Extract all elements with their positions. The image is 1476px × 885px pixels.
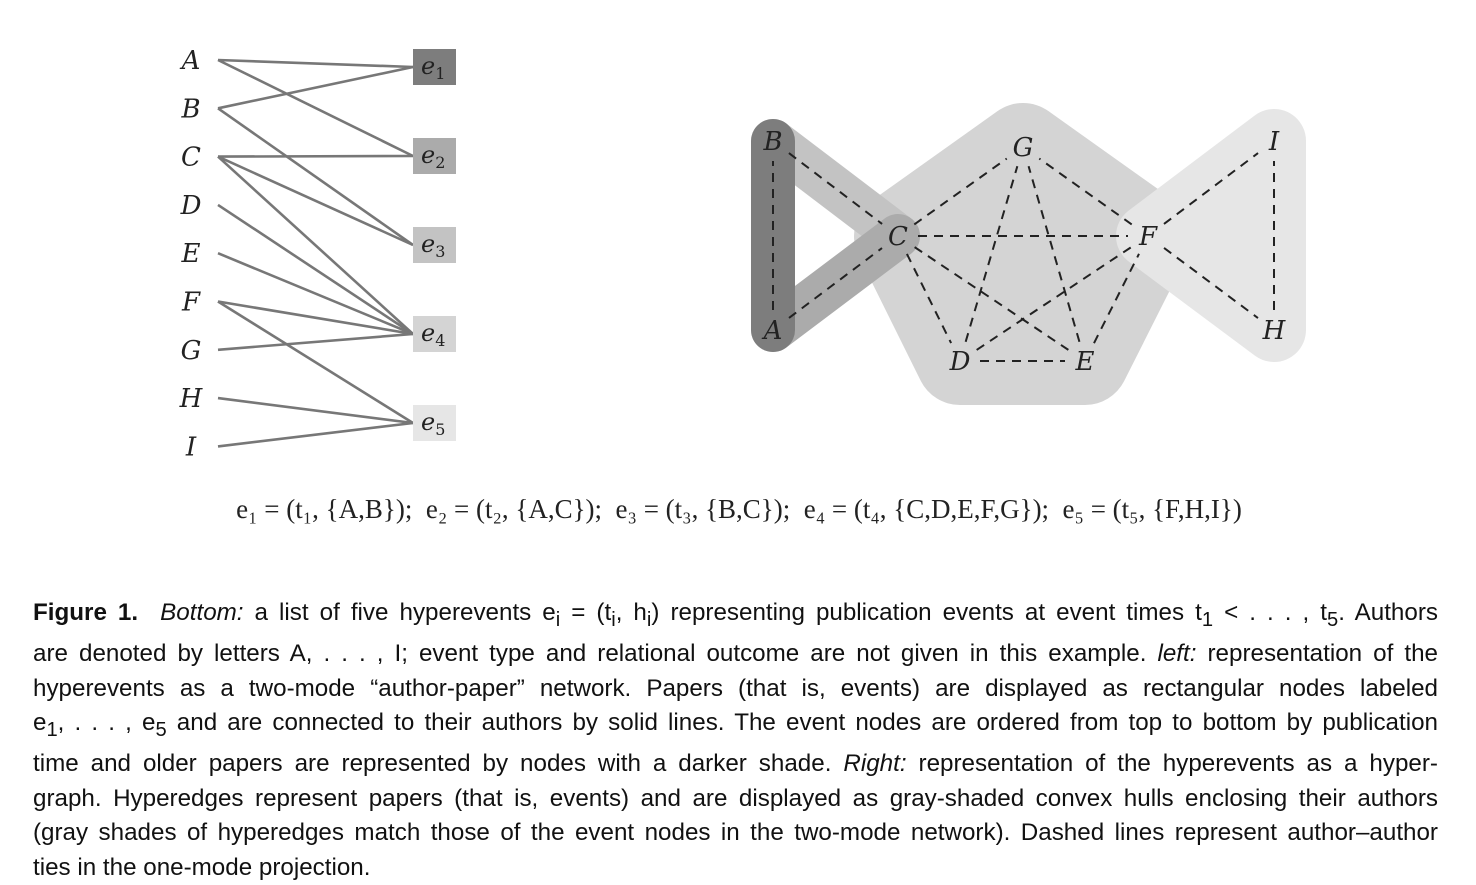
caption-left-label: left: (1157, 640, 1197, 668)
event-node (413, 227, 456, 263)
caption-text: graph. Hyperedges represent papers (that… (33, 784, 1438, 812)
event-node (413, 405, 456, 441)
caption-text: are denoted by letters A, . . . , I; eve… (33, 640, 1158, 668)
author-label: A (180, 46, 201, 76)
caption-subscript: 1 (1201, 608, 1214, 631)
hypergraph: A B C D E F G H I (751, 103, 1306, 405)
caption-text: = (t (560, 599, 612, 626)
caption-text: . Authors (1338, 599, 1438, 626)
author-label: H (179, 384, 204, 414)
caption-label: Figure 1. (33, 599, 139, 626)
hypergraph-node: A (762, 316, 783, 346)
hypergraph-node-labels: A B C D E F G H I (762, 127, 1287, 377)
figure-caption: Figure 1. Bottom: a list of five hyperev… (33, 596, 1438, 885)
author-tie (788, 152, 883, 225)
caption-subscript: 5 (1326, 608, 1339, 631)
caption-text: time and older papers are represented by… (33, 750, 844, 778)
caption-text: ) representing publication events at eve… (651, 599, 1202, 626)
caption-text: (gray shades of hyperedges match those o… (33, 819, 1438, 847)
hyperedge-hulls (751, 103, 1306, 405)
caption-text: representation of the hyperevents as a h… (906, 750, 1438, 778)
caption-bottom-label: Bottom: (160, 599, 244, 626)
hypergraph-node: F (1138, 222, 1158, 252)
hyperedge-hull (1116, 109, 1306, 362)
hypergraph-node: D (949, 347, 971, 377)
caption-right-label: Right: (843, 750, 907, 778)
author-paper-edge (217, 155, 414, 335)
author-label: I (185, 432, 197, 462)
author-paper-edge (217, 65, 414, 110)
author-tie (964, 165, 1019, 343)
caption-text: e (33, 709, 47, 737)
author-tie (1038, 157, 1133, 226)
author-paper-edge (217, 396, 414, 425)
author-paper-edge (217, 155, 414, 247)
caption-subscript: i (555, 608, 561, 631)
hyperevent-list: e₁ = (t₁, {A,B}); e₂ = (t₂, {A,C}); e₃ =… (236, 494, 1242, 524)
caption-text: , . . . , e (57, 709, 156, 737)
author-paper-edge (217, 421, 414, 448)
caption-subscript: 5 (155, 718, 167, 741)
caption-text: hyperevents as a two-mode “author-paper”… (33, 674, 1438, 702)
author-tie (1093, 253, 1140, 344)
caption-subscript: i (646, 608, 652, 631)
author-paper-edge (217, 107, 414, 247)
author-label: C (181, 143, 201, 173)
author-tie (1163, 247, 1259, 319)
author-label: B (180, 94, 200, 124)
hypergraph-node: I (1268, 127, 1280, 157)
event-node (413, 316, 456, 352)
caption-text: ties in the one-mode projection. (33, 853, 371, 881)
caption-text: representation of the (1196, 640, 1438, 668)
hypergraph-node: G (1013, 133, 1034, 163)
author-label: E (181, 239, 201, 269)
author-tie (913, 157, 1008, 226)
author-paper-edges (217, 58, 414, 448)
author-paper-edge (217, 58, 414, 158)
author-paper-edge (217, 154, 414, 158)
author-ties (772, 152, 1275, 362)
hyperedge-hull (854, 103, 1192, 405)
event-node (413, 138, 456, 174)
author-tie (788, 247, 883, 319)
event-node (413, 49, 456, 85)
caption-text: and are connected to their authors by so… (166, 709, 1438, 737)
caption-text: , h (615, 599, 647, 626)
author-label: F (181, 288, 201, 318)
caption-subscript: i (611, 608, 616, 631)
hypergraph-node: E (1075, 347, 1095, 377)
hypergraph-node: B (762, 127, 782, 157)
author-paper-edge (217, 58, 414, 69)
caption-text: < . . . , t (1213, 599, 1327, 626)
author-label: G (181, 336, 202, 366)
author-paper-edge (217, 300, 414, 425)
author-paper-edge (217, 300, 414, 336)
caption-text: a list of five hyperevents e (243, 599, 556, 626)
author-tie (905, 253, 953, 344)
caption-subscript: 1 (46, 718, 58, 741)
author-paper-edge (217, 332, 414, 352)
author-tie (1163, 152, 1259, 225)
hypergraph-node: C (888, 222, 908, 252)
hypergraph-node: H (1262, 316, 1287, 346)
author-paper-edge (217, 203, 414, 336)
author-paper-edge (217, 251, 414, 336)
author-label: D (180, 191, 202, 221)
author-tie (1027, 165, 1081, 343)
